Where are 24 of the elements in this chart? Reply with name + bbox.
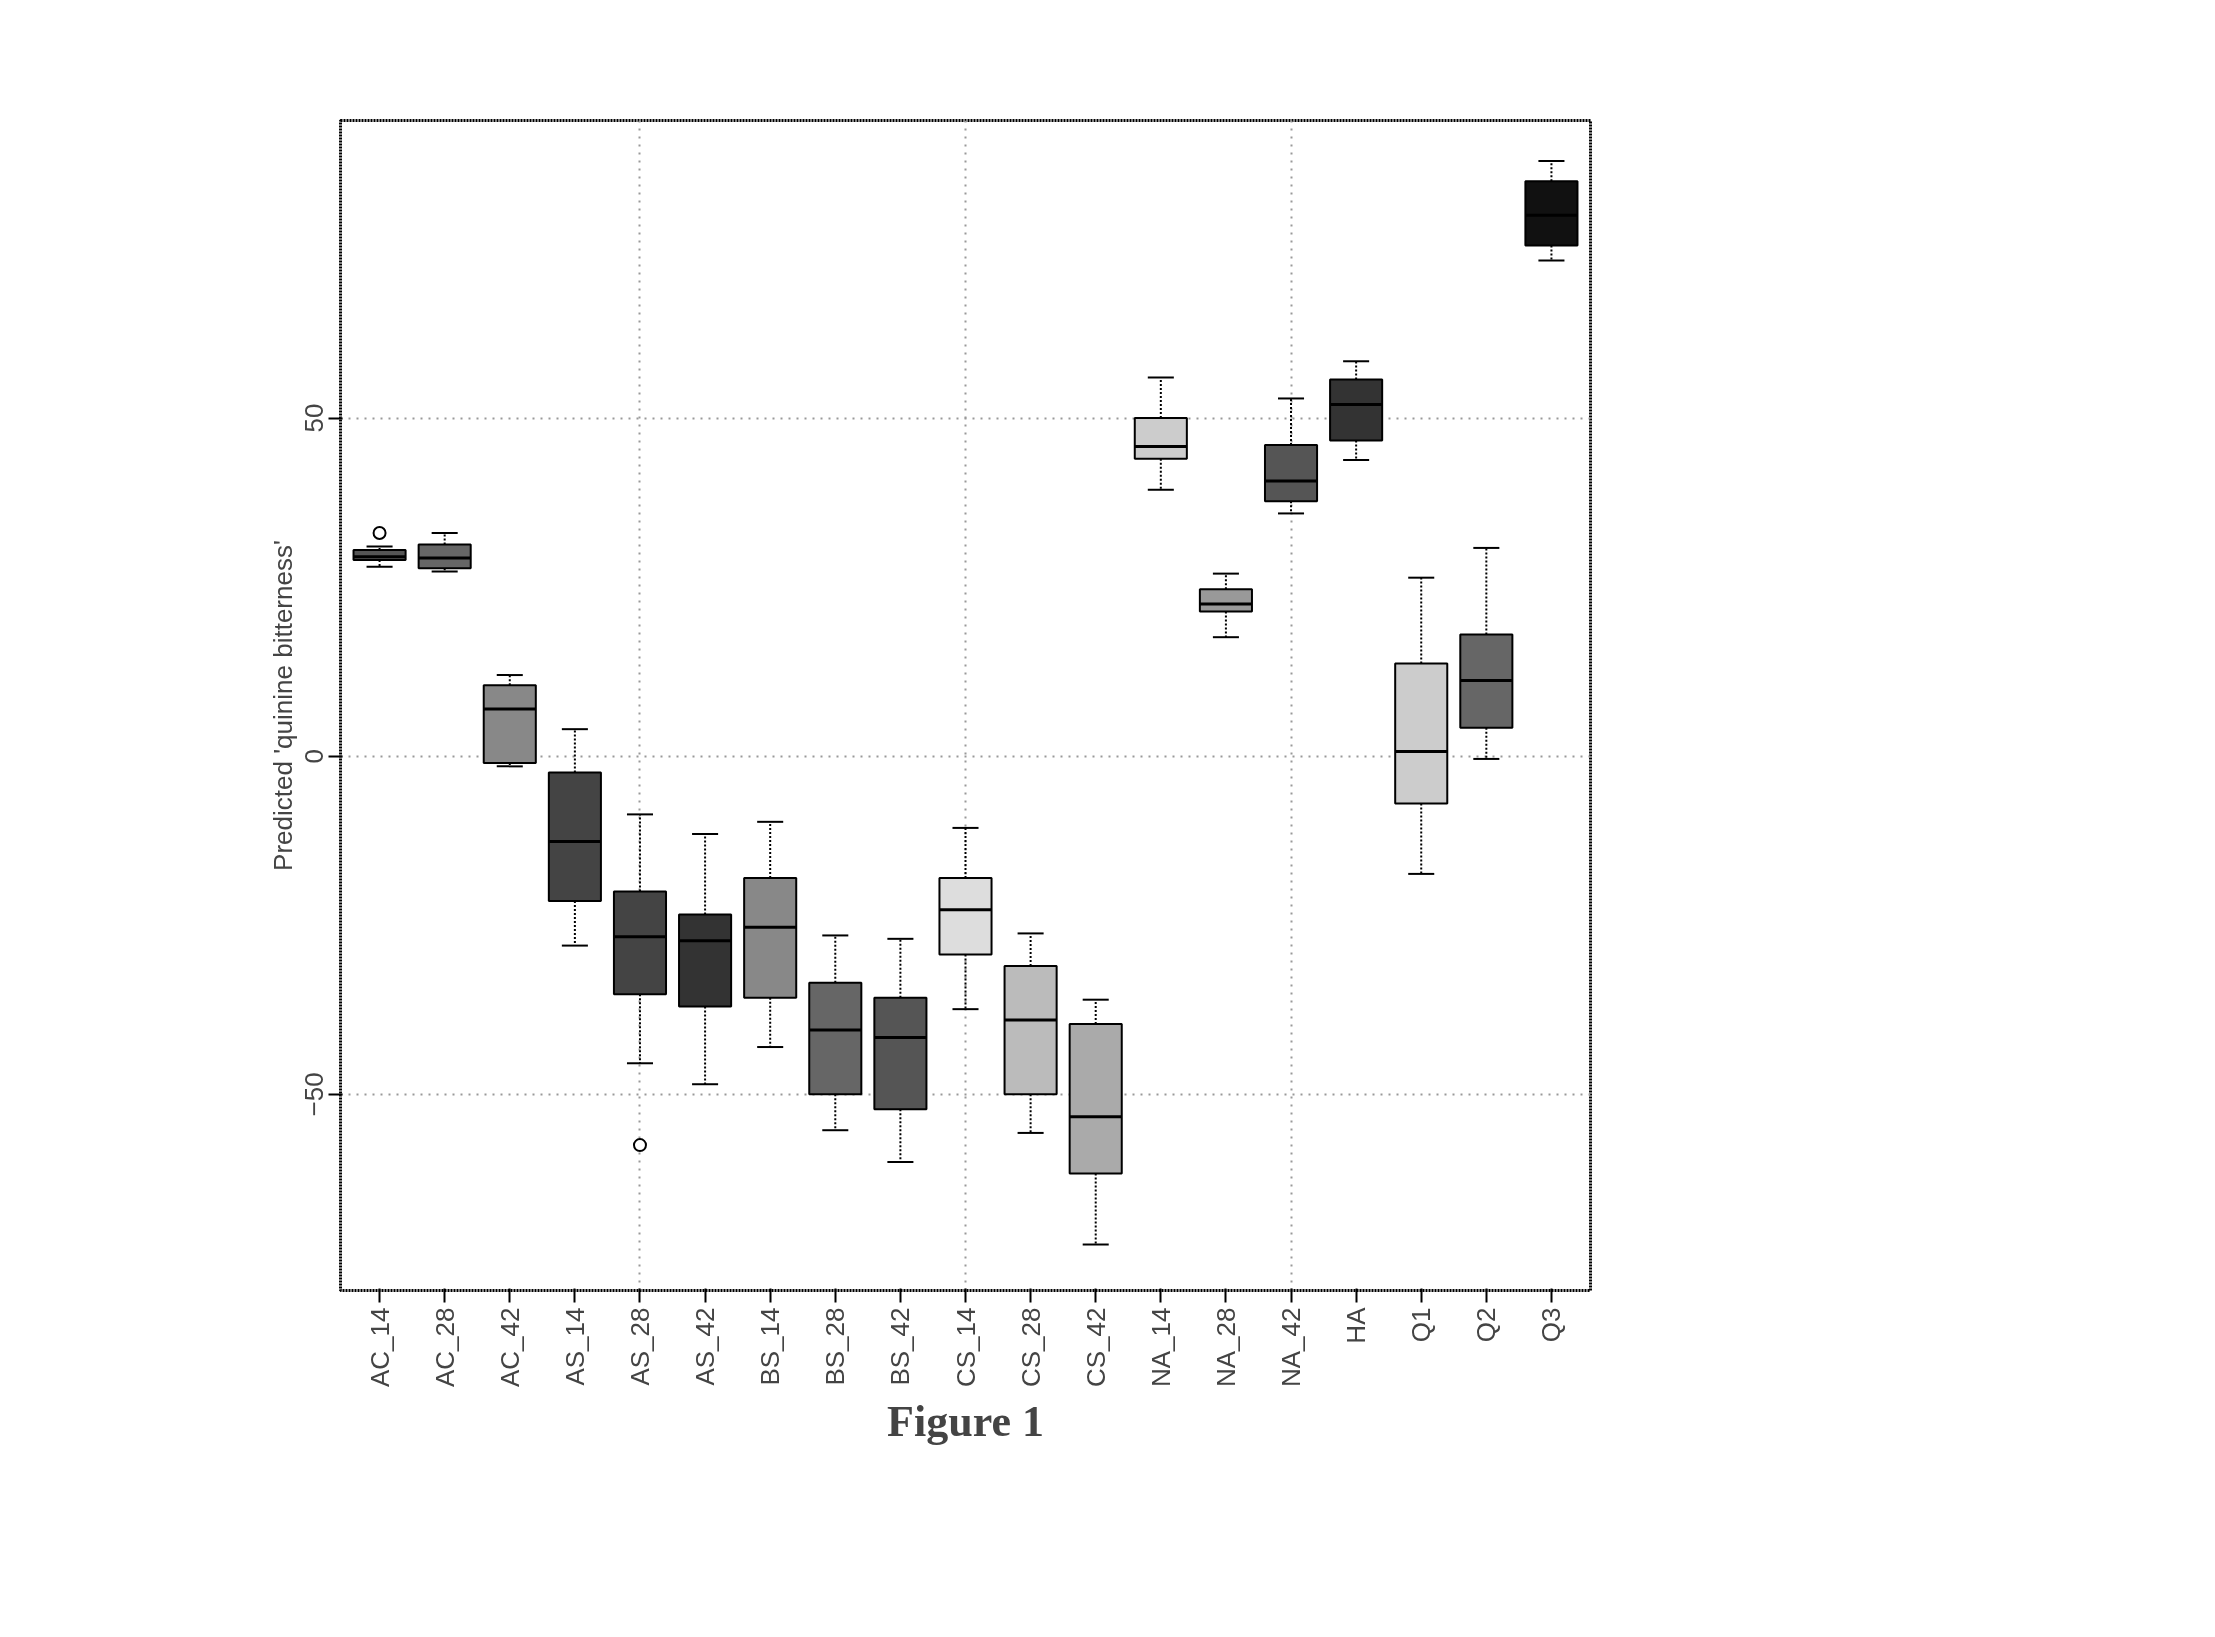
x-tick-label: HA	[1341, 1306, 1372, 1344]
x-tick-label: BS_42	[885, 1307, 916, 1386]
x-tick-label: CS_42	[1080, 1307, 1111, 1387]
x-tick-label: NA_14	[1145, 1307, 1176, 1387]
x-tick-label: BS_28	[820, 1307, 851, 1386]
x-tick-label: Q2	[1471, 1307, 1502, 1343]
x-tick-label: AS_28	[624, 1307, 655, 1386]
y-axis-title: Predicted 'quinine bitterness'	[267, 540, 298, 871]
x-tick-label: AS_14	[559, 1307, 590, 1386]
x-tick-label: CS_28	[1015, 1307, 1046, 1387]
x-tick-label: NA_28	[1210, 1307, 1241, 1387]
y-tick-label: 50	[299, 403, 330, 433]
x-tick-label: Q1	[1406, 1307, 1437, 1343]
x-tick-label: AS_42	[690, 1307, 721, 1386]
y-tick-label: −50	[299, 1072, 330, 1117]
y-tick-label: 0	[299, 748, 330, 764]
x-tick-label: Q3	[1536, 1307, 1567, 1343]
x-tick-label: AC_42	[494, 1307, 525, 1387]
x-tick-label: AC_14	[364, 1307, 395, 1387]
x-tick-label: CS_14	[950, 1307, 981, 1387]
x-tick-label: AC_28	[429, 1307, 460, 1387]
x-tick-label: NA_42	[1276, 1307, 1307, 1387]
x-tick-label: BS_14	[755, 1307, 786, 1386]
caption: Figure 1	[887, 1396, 1044, 1446]
